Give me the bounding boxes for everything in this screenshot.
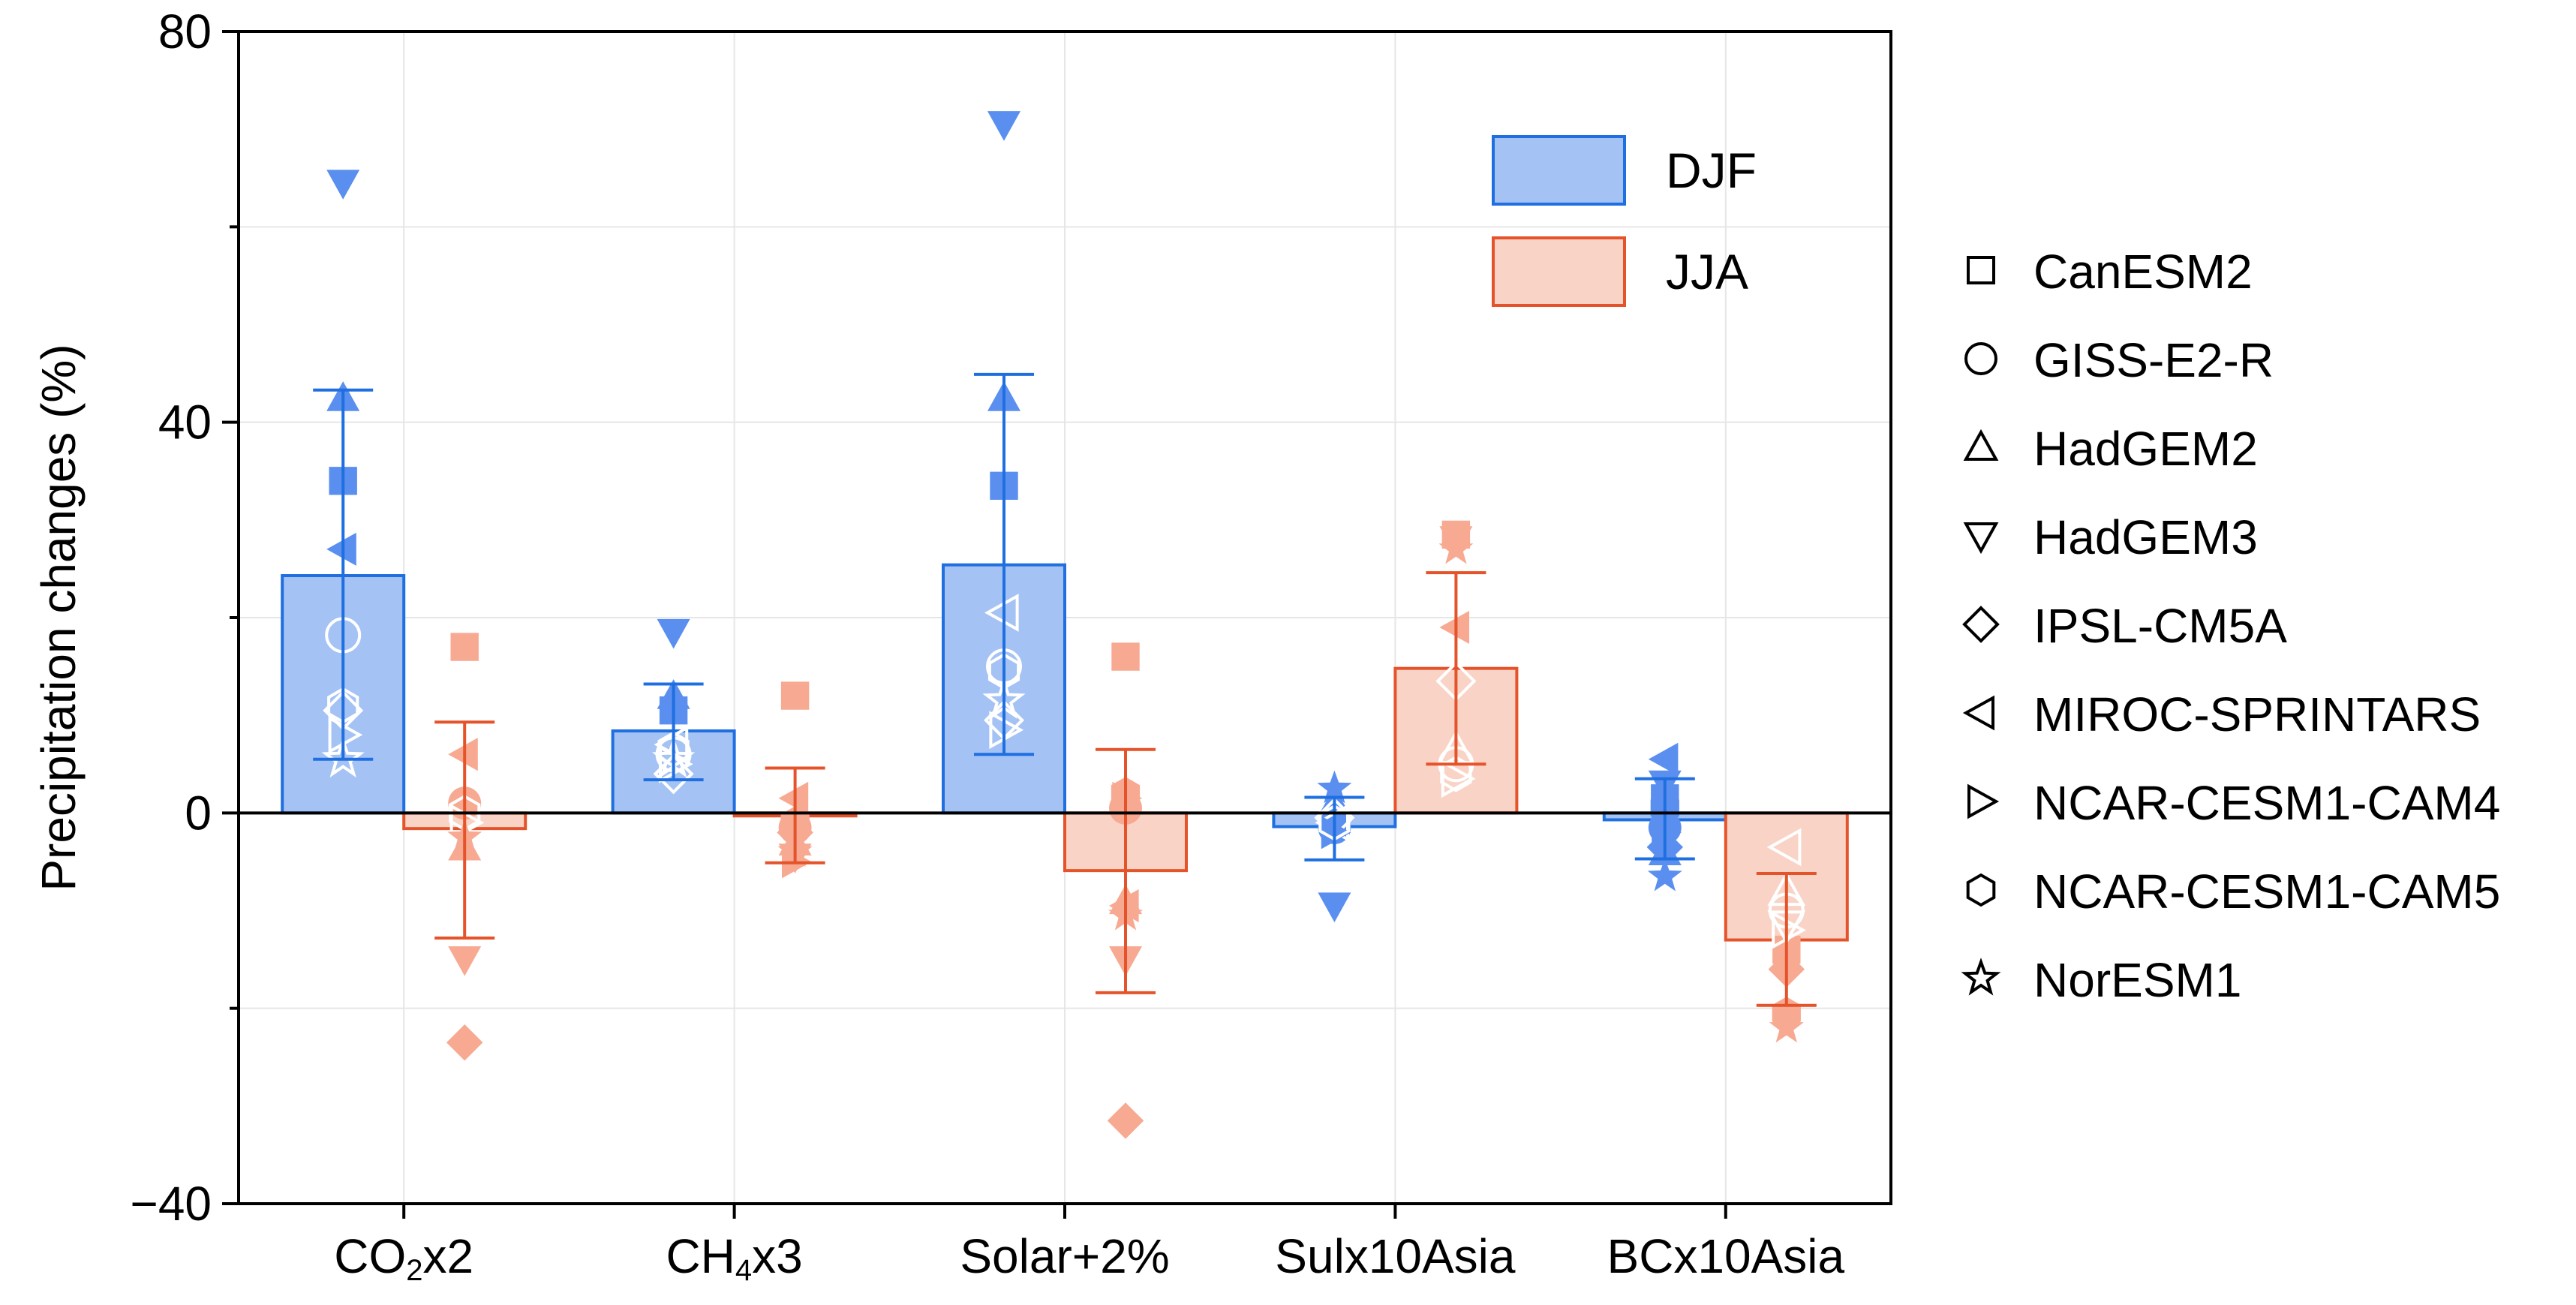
y-tick-label: −40 (130, 1177, 212, 1231)
x-tick-label: CO2x2 (334, 1229, 473, 1287)
model-legend-symbol (1967, 256, 1995, 284)
model-legend-label: HadGEM2 (2033, 422, 2258, 476)
data-point-jja (1772, 911, 1806, 949)
data-point-djf (985, 648, 1023, 685)
data-point-jja (448, 738, 478, 771)
data-point-djf (326, 532, 356, 566)
model-legend: CanESM2 GISS-E2-R HadGEM2 HadGEM3 IPSL-CM5A M… (1961, 245, 2500, 1007)
axes: −40 0 40 80 CO2x2 CH4x3 Solar+2% Sulx10Asia BCx1… (32, 5, 1892, 1287)
data-point-djf (325, 617, 362, 654)
model-legend-symbol (1967, 783, 2000, 819)
data-point-jja (446, 1024, 483, 1061)
x-tick-label: Solar+2% (960, 1229, 1169, 1283)
data-point-djf (321, 736, 365, 778)
model-legend-symbol (1962, 695, 1994, 731)
data-point-jja (780, 681, 810, 710)
data-point-jja (450, 633, 479, 661)
data-point-jja (1440, 755, 1472, 792)
model-legend-label: NCAR-CESM1-CAM4 (2033, 776, 2500, 830)
data-point-djf (1318, 892, 1351, 922)
data-point-djf (1652, 816, 1682, 849)
data-point-djf (1647, 858, 1682, 892)
model-legend-symbol (1962, 606, 2000, 643)
y-tick-label: 0 (185, 786, 212, 840)
model-legend-symbol (1966, 873, 1996, 907)
data-point-djf (1648, 742, 1679, 776)
x-tick-label: Sulx10Asia (1275, 1229, 1516, 1283)
data-point-djf (989, 711, 1024, 750)
data-point-jja (1111, 642, 1140, 671)
legend-label-jja: JJA (1666, 244, 1748, 299)
model-legend-label: HadGEM3 (2033, 510, 2258, 564)
data-point-jja (1438, 531, 1474, 564)
data-point-jja (1766, 828, 1802, 867)
x-tick-label: BCx10Asia (1607, 1229, 1845, 1283)
model-legend-symbol (1963, 428, 1999, 461)
model-legend-label: MIROC-SPRINTARS (2033, 687, 2481, 741)
y-tick-label: 80 (158, 5, 212, 59)
model-legend-label: CanESM2 (2033, 245, 2253, 299)
data-point-djf (1317, 770, 1352, 804)
data-point-jja (1439, 611, 1469, 644)
data-point-djf (657, 618, 690, 649)
data-point-djf (987, 111, 1020, 141)
model-legend-label: GISS-E2-R (2033, 333, 2274, 387)
data-point-djf (1321, 816, 1351, 849)
model-legend-label: IPSL-CM5A (2033, 599, 2287, 653)
model-legend-symbol (1961, 958, 2001, 996)
legend-label-djf: DJF (1666, 143, 1757, 198)
data-point-djf (659, 744, 693, 783)
y-axis-label: Precipitation changes (%) (32, 344, 86, 891)
model-legend-label: NCAR-CESM1-CAM5 (2033, 864, 2500, 919)
legend-swatch-djf (1492, 135, 1626, 206)
season-legend: DJF JJA (1492, 135, 1757, 307)
y-tick-label: 40 (158, 395, 212, 450)
data-point-jja (1769, 1009, 1804, 1043)
data-point-djf (984, 594, 1019, 632)
error-bars (313, 372, 1817, 1007)
data-point-jja (778, 781, 809, 815)
model-legend-symbol (1963, 522, 1999, 555)
model-legend-label: NorESM1 (2033, 953, 2241, 1007)
data-point-jja (448, 946, 482, 976)
model-legend-symbol (1964, 342, 1998, 375)
data-point-jja (1107, 1102, 1144, 1139)
x-tick-label: CH4x3 (666, 1229, 802, 1287)
data-point-djf (326, 170, 360, 200)
legend-swatch-jja (1492, 236, 1626, 307)
